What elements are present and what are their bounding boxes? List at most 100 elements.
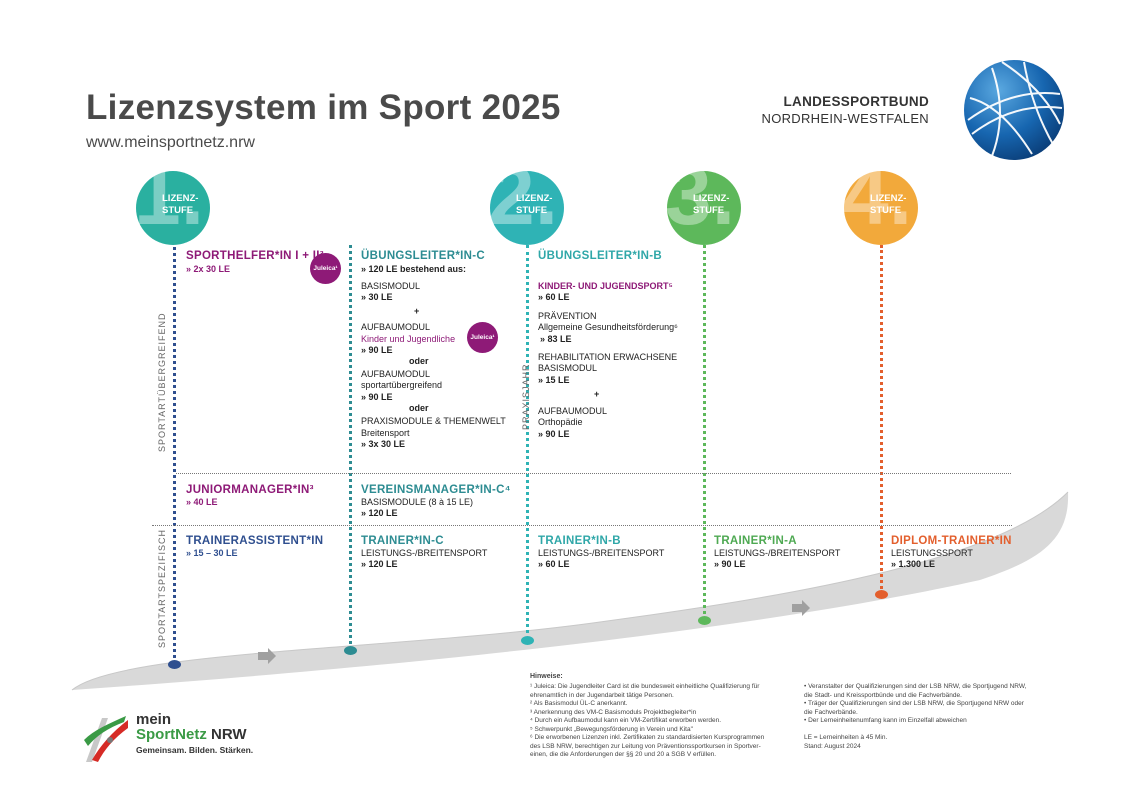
aufbaumodul-label: AUFBAUMODUL bbox=[361, 322, 431, 332]
note-line: • Der Lerneinheitenumfang kann im Einzel… bbox=[804, 717, 967, 724]
kinder-jugend-le: » 60 LE bbox=[538, 292, 570, 302]
page-title: Lizenzsystem im Sport 2025 bbox=[86, 88, 561, 127]
footnote-line: ² Als Basismodul ÜL-C anerkannt. bbox=[530, 700, 628, 707]
aufbaumodul-kj: Kinder und Jugendliche bbox=[361, 334, 456, 344]
footnote-line: einen, die die Anforderungen der §§ 20 u… bbox=[530, 751, 717, 758]
footnotes-heading: Hinweise: bbox=[530, 673, 563, 680]
footnote-line: ⁵ Schwerpunkt „Bewegungsförderung in Ver… bbox=[530, 725, 693, 733]
trainer-b-le: » 60 LE bbox=[538, 559, 570, 569]
lsb-globe-logo bbox=[964, 60, 1064, 160]
stage2-endpoint bbox=[521, 636, 534, 645]
juleica-badge: Juleica¹ bbox=[310, 253, 341, 284]
note-line: Stand: August 2024 bbox=[804, 742, 861, 750]
uebungsleiter-b-title: ÜBUNGSLEITER*IN-B bbox=[538, 250, 662, 262]
vereinsmanager-title: VEREINSMANAGER*IN-C⁴ bbox=[361, 484, 511, 496]
note-line: die Stadt- und Kreissportbünde und die F… bbox=[804, 691, 962, 699]
trainer-a-sub: LEISTUNGS-/BREITENSPORT bbox=[714, 548, 841, 558]
vereinsmanager-sub: BASISMODULE (8 à 15 LE) bbox=[361, 497, 474, 507]
stage1b-endpoint bbox=[344, 646, 357, 655]
stage1-endpoint bbox=[168, 660, 181, 669]
footnotes-left: ¹ Juleica: Die Jugendleiter Card ist die… bbox=[530, 683, 764, 760]
stage4-timeline bbox=[880, 245, 883, 595]
note-line: • Veranstalter der Qualifizierungen sind… bbox=[804, 683, 1027, 690]
logo-mein: mein bbox=[136, 711, 172, 728]
stage-3-badge: 3. LIZENZ- STUFE bbox=[665, 153, 741, 245]
reha-le: » 15 LE bbox=[538, 375, 570, 385]
stage2-timeline bbox=[526, 245, 529, 640]
note-line: die Fachverbände. bbox=[804, 708, 858, 716]
note-line: • Träger der Qualifizierungen sind der L… bbox=[804, 700, 1024, 707]
diplom-trainer-le: » 1.300 LE bbox=[891, 559, 936, 569]
logo-sportnetz: SportNetz NRW bbox=[136, 726, 247, 743]
sporthelfer-title: SPORTHELFER*IN I + II² bbox=[186, 250, 324, 262]
plus-sign-2: + bbox=[594, 389, 600, 399]
label-specific: SPORTARTSPEZIFISCH bbox=[157, 528, 167, 648]
footnotes-right: • Veranstalter der Qualifizierungen sind… bbox=[804, 683, 1026, 751]
diplom-trainer-title: DIPLOM-TRAINER*IN bbox=[891, 535, 1012, 547]
praevention-label: PRÄVENTION bbox=[538, 311, 597, 321]
basismodul-le: » 30 LE bbox=[361, 292, 393, 302]
stage1-timeline bbox=[173, 240, 176, 664]
trainer-a-le: » 90 LE bbox=[714, 559, 746, 569]
stage-4-badge: 4. LIZENZ- STUFE bbox=[842, 153, 918, 245]
road-arrow-icon bbox=[258, 648, 276, 664]
praevention-sub: Allgemeine Gesundheitsförderung⁶ bbox=[538, 322, 678, 332]
praxismodule-label: PRAXISMODULE & THEMENWELT bbox=[361, 416, 506, 426]
stage4-endpoint bbox=[875, 590, 888, 599]
oder-1: oder bbox=[409, 356, 429, 366]
stage-1-badge: 1. LIZENZ- STUFE bbox=[134, 153, 210, 245]
aufbau-ortho-le: » 90 LE bbox=[538, 429, 570, 439]
vereinsmanager-le: » 120 LE bbox=[361, 508, 398, 518]
kinder-jugend-label: KINDER- UND JUGENDSPORT⁵ bbox=[538, 281, 673, 291]
uebungsleiter-c-sub: » 120 LE bestehend aus: bbox=[361, 264, 467, 274]
stage-2-badge: 2. LIZENZ- STUFE bbox=[488, 153, 564, 245]
logo-slogan: Gemeinsam. Bilden. Stärken. bbox=[136, 745, 254, 755]
org-name-line1: LANDESSPORTBUND bbox=[783, 94, 929, 109]
trainerassistent-le: » 15 – 30 LE bbox=[186, 548, 238, 558]
reha-sub: BASISMODUL bbox=[538, 363, 598, 373]
footnote-line: ⁶ Die erworbenen Lizenzen inkl. Zertifik… bbox=[530, 734, 765, 741]
reha-label: REHABILITATION ERWACHSENE bbox=[538, 352, 678, 362]
note-line: LE = Lerneinheiten à 45 Min. bbox=[804, 734, 888, 741]
juniormanager-title: JUNIORMANAGER*IN³ bbox=[186, 484, 314, 496]
aufbau-ortho-sub: Orthopädie bbox=[538, 417, 583, 427]
trainer-c-sub: LEISTUNGS-/BREITENSPORT bbox=[361, 548, 488, 558]
divider-general bbox=[176, 473, 1011, 474]
trainer-b-title: TRAINER*IN-B bbox=[538, 535, 621, 547]
aufbaumodul2-le: » 90 LE bbox=[361, 392, 393, 402]
praxismodule-le: » 3x 30 LE bbox=[361, 439, 406, 449]
trainer-c-title: TRAINER*IN-C bbox=[361, 535, 444, 547]
stage3-timeline bbox=[703, 245, 706, 620]
praevention-le: » 83 LE bbox=[540, 334, 572, 344]
diplom-trainer-sub: LEISTUNGSSPORT bbox=[891, 548, 973, 558]
org-name-line2: NORDRHEIN-WESTFALEN bbox=[761, 111, 929, 126]
trainer-a-title: TRAINER*IN-A bbox=[714, 535, 797, 547]
aufbaumodul2-sub: sportartübergreifend bbox=[361, 380, 443, 390]
label-practice: PRAXISJAHR bbox=[521, 363, 531, 430]
plus-sign: + bbox=[414, 306, 420, 316]
website-url[interactable]: www.meinsportnetz.nrw bbox=[86, 134, 255, 151]
sportnetz-logo-icon bbox=[84, 716, 128, 762]
trainer-b-sub: LEISTUNGS-/BREITENSPORT bbox=[538, 548, 665, 558]
road-arrow-icon bbox=[792, 600, 810, 616]
stage3-endpoint bbox=[698, 616, 711, 625]
basismodul-label: BASISMODUL bbox=[361, 281, 421, 291]
footnote-line: ³ Anerkennung des VM-C Basismoduls Proje… bbox=[530, 708, 697, 716]
footnote-line: des LSB NRW, berechtigen zur Leitung von… bbox=[530, 742, 761, 750]
note-line bbox=[804, 726, 1026, 735]
divider-specific bbox=[152, 525, 1012, 526]
aufbaumodul2-label: AUFBAUMODUL bbox=[361, 369, 431, 379]
juniormanager-le: » 40 LE bbox=[186, 497, 218, 507]
oder-2: oder bbox=[409, 403, 429, 413]
sporthelfer-le: » 2x 30 LE bbox=[186, 264, 231, 274]
footnote-line: ehrenamtlich in der Jugendarbeit tätige … bbox=[530, 691, 674, 699]
stage1b-timeline bbox=[349, 245, 352, 650]
aufbau-ortho-label: AUFBAUMODUL bbox=[538, 406, 608, 416]
trainerassistent-title: TRAINERASSISTENT*IN bbox=[186, 535, 324, 547]
praxismodule-sub: Breitensport bbox=[361, 428, 410, 438]
label-general: SPORTARTÜBERGREIFEND bbox=[157, 312, 167, 452]
footnote-line: ¹ Juleica: Die Jugendleiter Card ist die… bbox=[530, 683, 760, 690]
aufbaumodul-le: » 90 LE bbox=[361, 345, 393, 355]
footnote-line: ⁴ Durch ein Aufbaumodul kann ein VM-Zert… bbox=[530, 717, 722, 724]
juleica-badge: Juleica¹ bbox=[467, 322, 498, 353]
